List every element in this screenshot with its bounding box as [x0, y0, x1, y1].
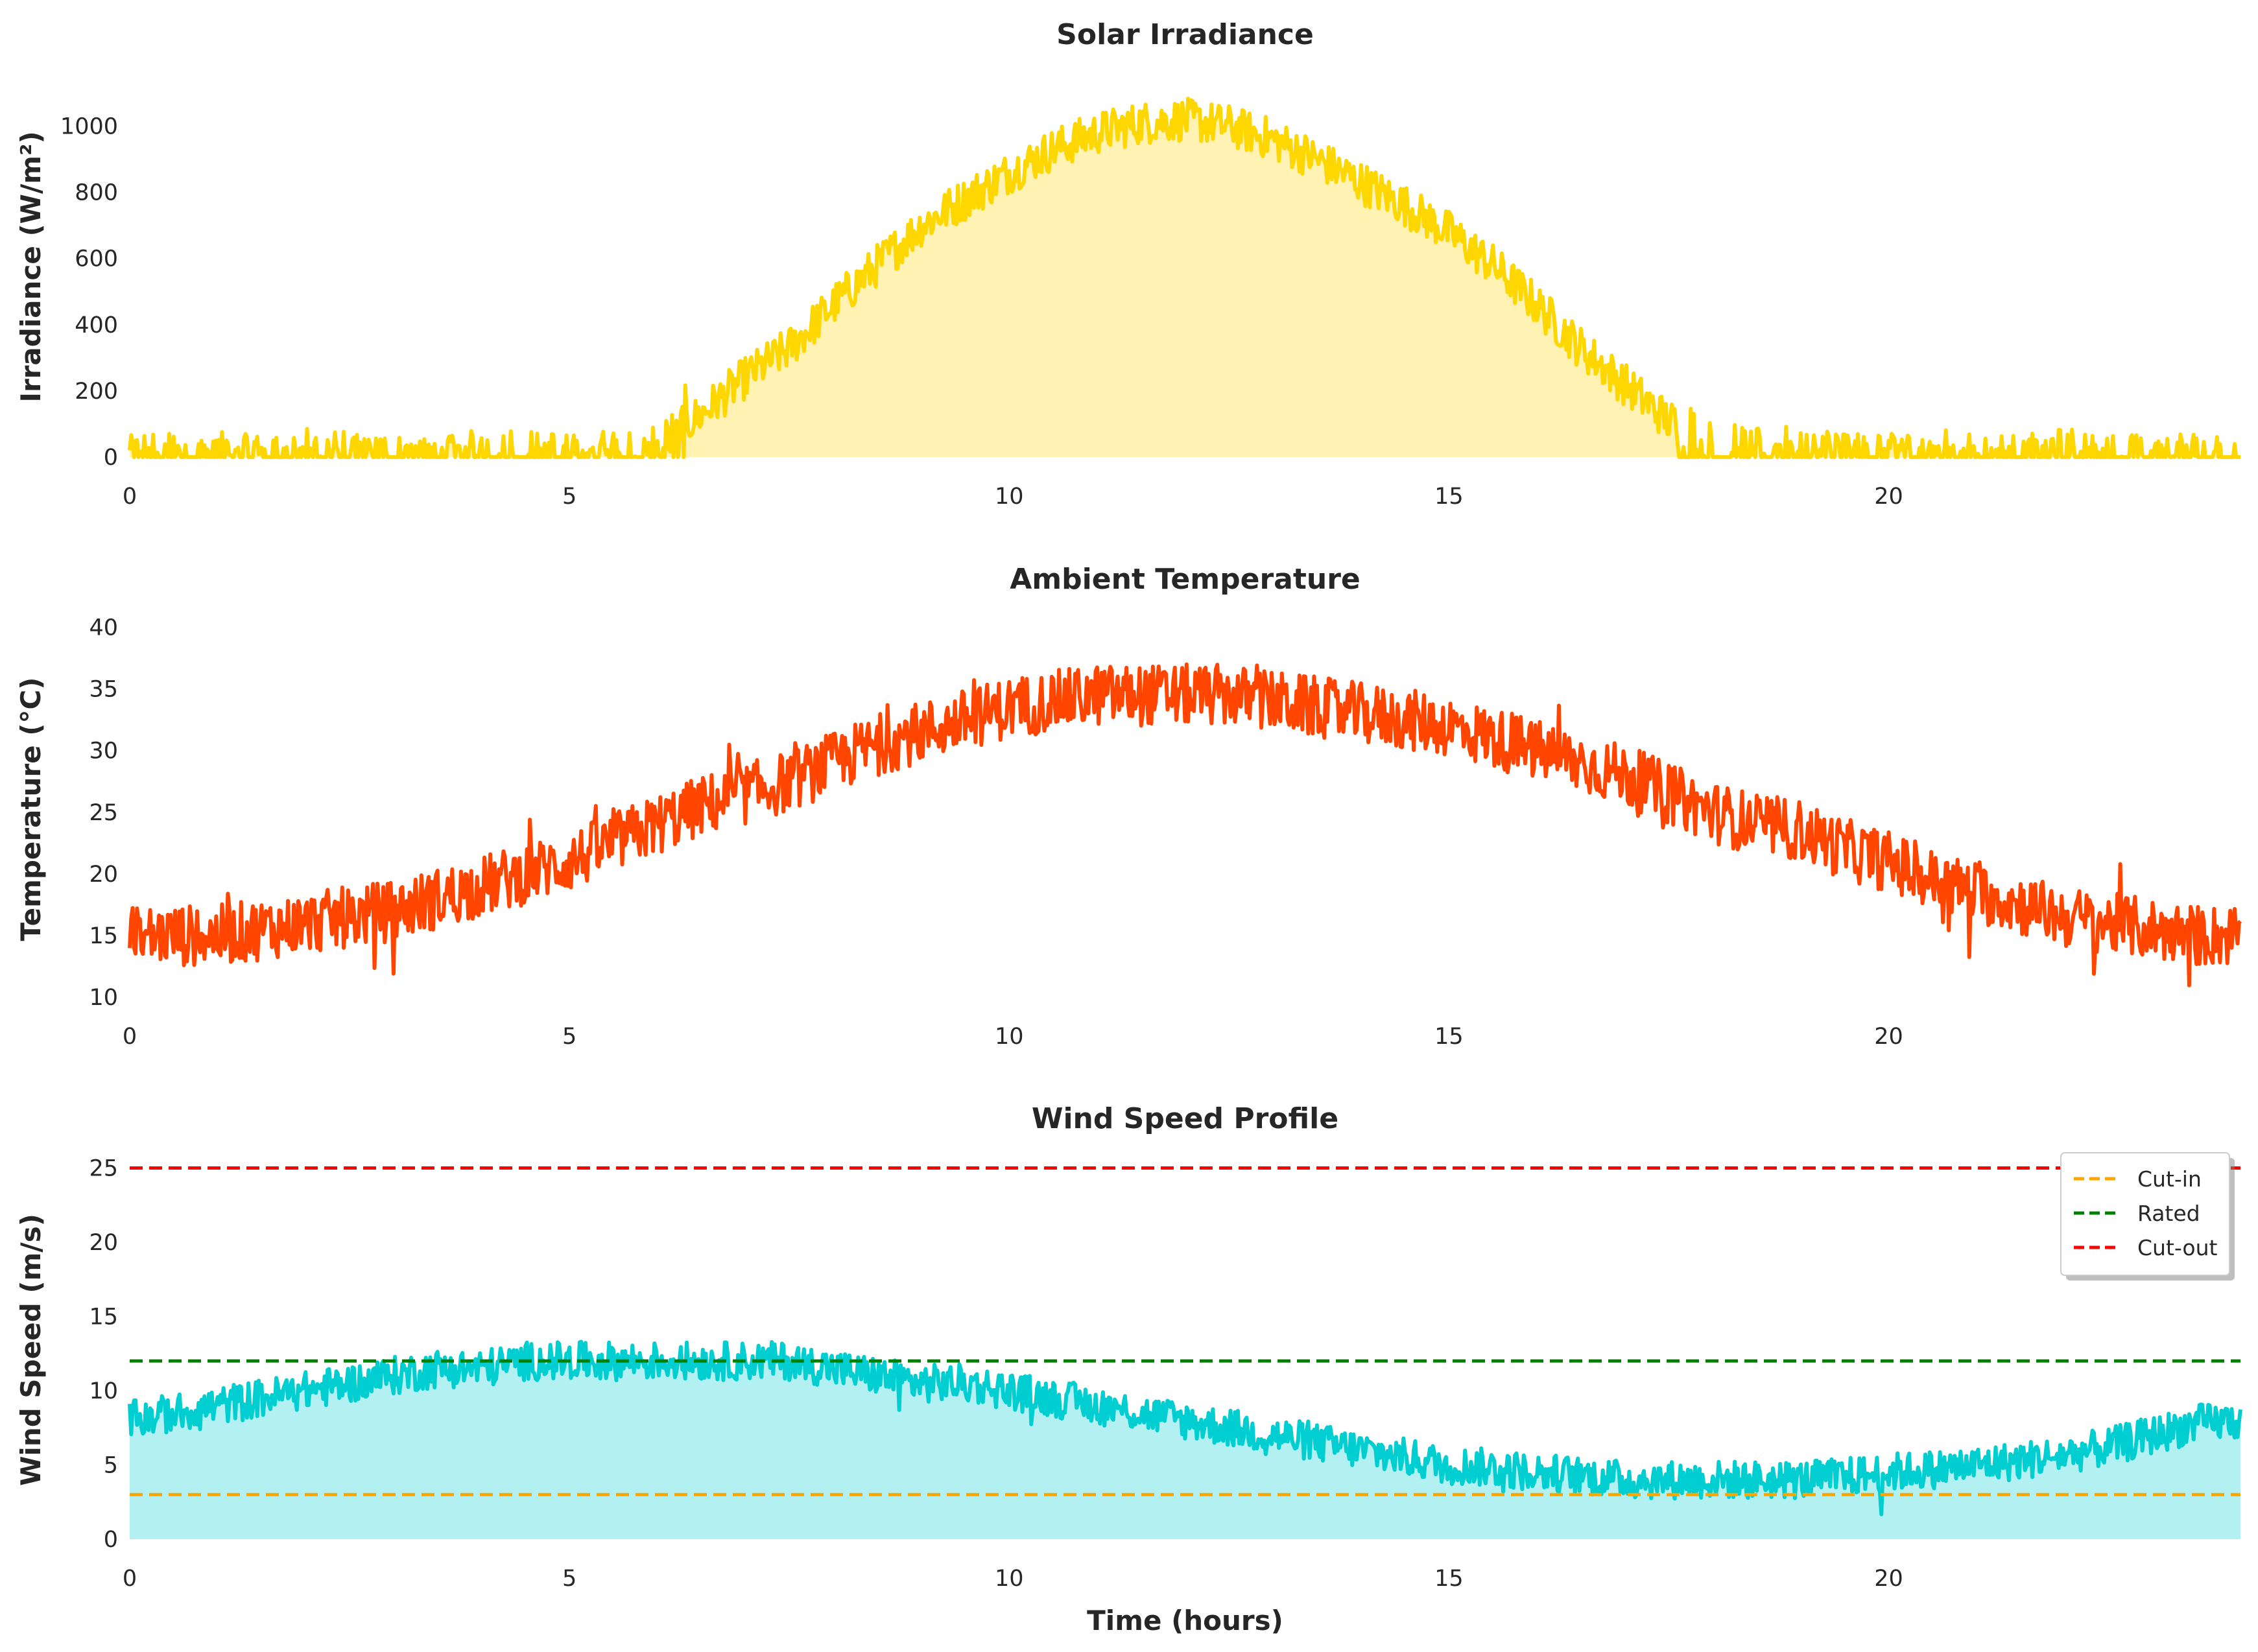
x-tick-label: 0	[123, 1566, 137, 1592]
y-tick-label: 20	[89, 862, 118, 888]
panel-title: Wind Speed Profile	[1032, 1102, 1338, 1135]
y-tick-label: 40	[89, 615, 118, 641]
x-tick-label: 20	[1874, 1024, 1903, 1050]
series-line	[128, 1339, 2242, 1516]
y-tick-label: 10	[89, 985, 118, 1011]
x-tick-label: 5	[562, 1024, 576, 1050]
y-tick-label: 0	[104, 445, 118, 471]
legend-entry: Cut-out	[2137, 1235, 2218, 1260]
x-tick-label: 10	[995, 484, 1024, 510]
y-tick-label: 1000	[60, 114, 118, 140]
x-tick-label: 20	[1874, 1566, 1903, 1592]
x-tick-label: 20	[1874, 484, 1903, 510]
y-tick-label: 30	[89, 738, 118, 764]
y-tick-label: 35	[89, 677, 118, 703]
y-tick-label: 15	[89, 923, 118, 949]
y-tick-label: 200	[75, 379, 118, 405]
panel-title: Solar Irradiance	[1056, 18, 1314, 51]
y-axis-label: Irradiance (W/m²)	[15, 131, 47, 402]
x-tick-label: 15	[1434, 1566, 1464, 1592]
x-tick-label: 5	[562, 1566, 576, 1592]
legend: Cut-in Rated Cut-out	[2060, 1152, 2235, 1280]
y-tick-label: 5	[104, 1452, 118, 1478]
x-tick-label: 15	[1434, 1024, 1464, 1050]
y-tick-label: 800	[75, 180, 118, 206]
x-tick-label: 10	[995, 1024, 1024, 1050]
y-tick-label: 25	[89, 1155, 118, 1181]
y-tick-label: 15	[89, 1304, 118, 1330]
x-tick-label: 0	[123, 1024, 137, 1050]
x-tick-label: 15	[1434, 484, 1464, 510]
y-axis-label: Temperature (°C)	[15, 678, 47, 941]
legend-entry: Rated	[2137, 1201, 2200, 1226]
y-tick-label: 20	[89, 1230, 118, 1256]
legend-entry: Cut-in	[2137, 1166, 2202, 1192]
x-axis-label: Time (hours)	[1087, 1605, 1283, 1636]
y-axis-label: Wind Speed (m/s)	[15, 1214, 47, 1486]
x-tick-label: 5	[562, 484, 576, 510]
panel-3: Wind Speed Profile Wind Speed (m/s) 0 5 10 15…	[15, 1102, 2242, 1636]
y-tick-label: 0	[104, 1527, 118, 1553]
panel-2: Ambient Temperature Temperature (°C) 10 15 2…	[15, 563, 2242, 1050]
y-tick-label: 600	[75, 246, 118, 272]
series-line	[128, 97, 2241, 459]
x-tick-label: 0	[123, 484, 137, 510]
series-line	[128, 662, 2242, 987]
x-tick-label: 10	[995, 1566, 1024, 1592]
panel-title: Ambient Temperature	[1010, 563, 1360, 596]
y-tick-label: 400	[75, 313, 118, 338]
y-tick-label: 10	[89, 1378, 118, 1404]
y-tick-label: 25	[89, 800, 118, 826]
series-area-fill	[130, 99, 2240, 458]
